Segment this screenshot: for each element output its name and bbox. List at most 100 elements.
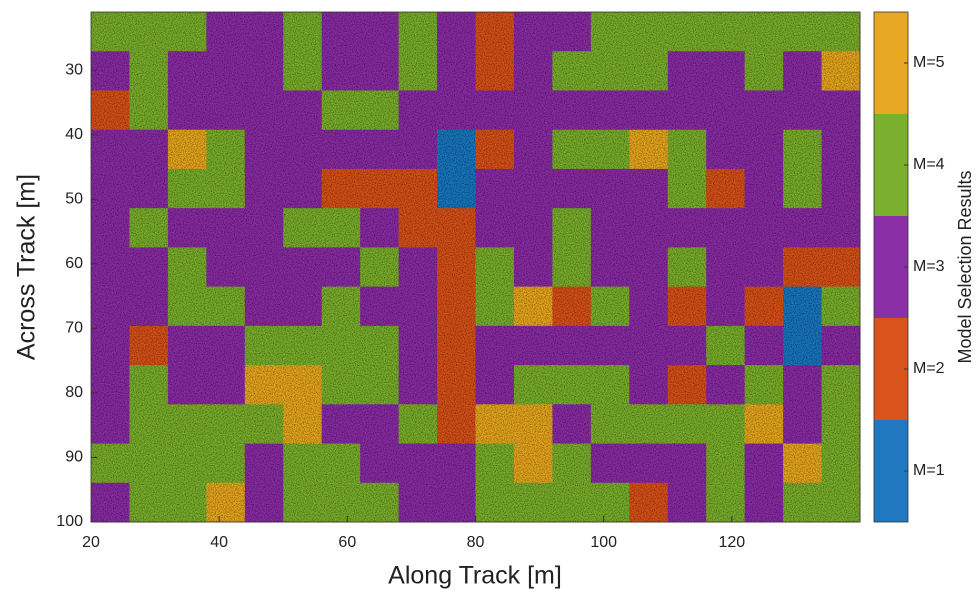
heatmap-cell (168, 51, 207, 91)
heatmap-cell (552, 326, 591, 366)
heatmap-cell (706, 404, 745, 444)
heatmap-cell (322, 12, 361, 52)
colorbar-tick-label: M=1 (913, 462, 945, 479)
heatmap-cell (783, 12, 822, 52)
heatmap-cell (514, 483, 553, 523)
heatmap-cell (591, 130, 630, 170)
heatmap-cell (591, 208, 630, 248)
heatmap-cell (206, 247, 245, 287)
colorbar-label: Model Selection Results (955, 170, 975, 363)
heatmap-cell (91, 483, 130, 523)
heatmap-cell (129, 130, 168, 170)
colorbar-block (874, 318, 908, 420)
heatmap-cell (783, 51, 822, 91)
heatmap-cell (245, 326, 284, 366)
heatmap-cell (129, 287, 168, 327)
heatmap-cell (591, 326, 630, 366)
heatmap-cell (822, 404, 861, 444)
heatmap-cell (129, 90, 168, 130)
heatmap-cell (168, 208, 207, 248)
heatmap-cell (283, 130, 322, 170)
heatmap-cell (822, 208, 861, 248)
heatmap-cell (514, 287, 553, 327)
heatmap-cell (283, 483, 322, 523)
heatmap-cell (629, 483, 668, 523)
heatmap-cell (399, 326, 438, 366)
heatmap-cell (552, 51, 591, 91)
heatmap-cell (629, 12, 668, 52)
heatmap-cell (283, 12, 322, 52)
heatmap-cell (360, 90, 399, 130)
heatmap-cell (168, 404, 207, 444)
heatmap-cell (399, 169, 438, 209)
heatmap-cell (322, 326, 361, 366)
heatmap-cells (91, 12, 861, 523)
heatmap-cell (668, 365, 707, 405)
heatmap-cell (629, 326, 668, 366)
heatmap-cell (245, 130, 284, 170)
heatmap-cell (322, 90, 361, 130)
heatmap-cell (629, 444, 668, 484)
heatmap-cell (437, 208, 476, 248)
heatmap-cell (322, 130, 361, 170)
heatmap-cell (706, 51, 745, 91)
heatmap-cell (514, 51, 553, 91)
heatmap-cell (206, 444, 245, 484)
heatmap-cell (668, 12, 707, 52)
heatmap-cell (668, 169, 707, 209)
heatmap-cell (168, 326, 207, 366)
heatmap-cell (283, 404, 322, 444)
heatmap-cell (783, 483, 822, 523)
heatmap-cell (591, 247, 630, 287)
heatmap-cell (322, 483, 361, 523)
heatmap-cell (91, 90, 130, 130)
heatmap-cell (360, 51, 399, 91)
heatmap-cell (476, 287, 515, 327)
y-tick-label: 50 (65, 190, 83, 207)
heatmap-cell (168, 130, 207, 170)
heatmap-cell (245, 287, 284, 327)
heatmap-cell (476, 483, 515, 523)
heatmap-cell (783, 247, 822, 287)
heatmap-cell (245, 208, 284, 248)
heatmap-cell (745, 365, 784, 405)
heatmap-cell (706, 287, 745, 327)
heatmap-cell (745, 130, 784, 170)
heatmap-cell (206, 130, 245, 170)
x-tick-label: 120 (718, 534, 745, 551)
heatmap-cell (745, 51, 784, 91)
x-tick-label: 100 (590, 534, 617, 551)
heatmap-cell (437, 51, 476, 91)
heatmap-cell (283, 247, 322, 287)
heatmap-cell (91, 404, 130, 444)
heatmap-cell (206, 169, 245, 209)
heatmap-cell (706, 365, 745, 405)
heatmap-cell (822, 483, 861, 523)
colorbar-tick-label: M=4 (913, 156, 945, 173)
heatmap-cell (168, 247, 207, 287)
heatmap-cell (706, 208, 745, 248)
heatmap-cell (514, 12, 553, 52)
heatmap-cell (437, 169, 476, 209)
colorbar-tick-label: M=2 (913, 360, 945, 377)
heatmap-cell (591, 169, 630, 209)
colorbar-block (874, 216, 908, 318)
heatmap-cell (91, 326, 130, 366)
heatmap-cell (629, 130, 668, 170)
heatmap-cell (168, 287, 207, 327)
heatmap-cell (91, 365, 130, 405)
heatmap-cell (283, 365, 322, 405)
heatmap-cell (206, 51, 245, 91)
heatmap-cell (476, 247, 515, 287)
heatmap-cell (168, 169, 207, 209)
heatmap-cell (745, 444, 784, 484)
heatmap-cell (283, 90, 322, 130)
heatmap-cell (437, 404, 476, 444)
heatmap-cell (783, 326, 822, 366)
heatmap-cell (245, 444, 284, 484)
heatmap-cell (91, 51, 130, 91)
heatmap-cell (822, 444, 861, 484)
heatmap-cell (129, 247, 168, 287)
colorbar-block (874, 420, 908, 522)
heatmap-cell (476, 169, 515, 209)
